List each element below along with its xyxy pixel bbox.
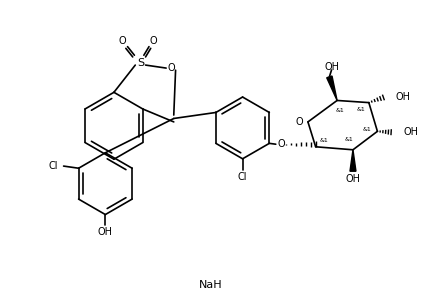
Polygon shape: [350, 150, 356, 171]
Text: OH: OH: [396, 92, 410, 102]
Text: O: O: [149, 36, 157, 46]
Text: &1: &1: [336, 108, 344, 113]
Text: &1: &1: [345, 137, 353, 142]
Text: Cl: Cl: [49, 161, 59, 171]
Text: O: O: [278, 139, 285, 149]
Text: &1: &1: [357, 107, 365, 112]
Text: Cl: Cl: [238, 172, 247, 182]
Text: &1: &1: [363, 127, 371, 132]
Text: &1: &1: [320, 138, 328, 143]
Polygon shape: [327, 76, 337, 101]
Text: OH: OH: [98, 227, 113, 237]
Text: NaH: NaH: [198, 280, 222, 290]
Text: OH: OH: [403, 127, 418, 137]
Text: S: S: [137, 58, 144, 68]
Text: OH: OH: [324, 62, 339, 72]
Text: OH: OH: [346, 174, 360, 184]
Text: O: O: [295, 117, 303, 127]
Text: O: O: [119, 36, 126, 46]
Text: O: O: [167, 63, 175, 73]
